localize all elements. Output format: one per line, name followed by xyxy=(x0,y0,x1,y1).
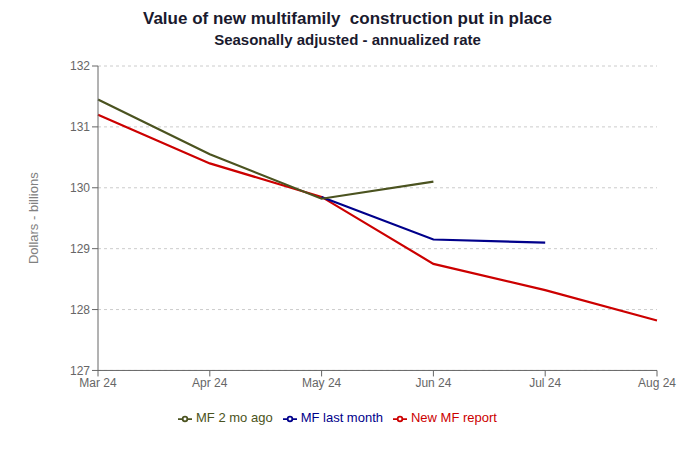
html-text:MF 2 mo ago: MF 2 mo ago xyxy=(196,410,273,426)
svg-text:Jun 24: Jun 24 xyxy=(415,376,451,390)
svg-text:132: 132 xyxy=(70,59,90,73)
svg-text:127: 127 xyxy=(70,364,90,378)
svg-text:Mar 24: Mar 24 xyxy=(79,376,117,390)
svg-text:129: 129 xyxy=(70,242,90,256)
html-text:Seasonally adjusted - annualiz: Seasonally adjusted - annualized rate xyxy=(214,31,481,48)
svg-text:130: 130 xyxy=(70,181,90,195)
html-text:Value of new multifamily const: Value of new multifamily construction pu… xyxy=(143,9,552,28)
svg-text:May 24: May 24 xyxy=(302,376,342,390)
html-text:New MF report: New MF report xyxy=(411,410,497,426)
svg-text:Apr 24: Apr 24 xyxy=(192,376,228,390)
svg-text:Dollars - billions: Dollars - billions xyxy=(26,172,41,264)
svg-text:131: 131 xyxy=(70,120,90,134)
svg-text:Jul 24: Jul 24 xyxy=(529,376,561,390)
html-text:MF last month: MF last month xyxy=(300,410,383,426)
svg-text:128: 128 xyxy=(70,303,90,317)
svg-text:Aug 24: Aug 24 xyxy=(638,376,676,390)
